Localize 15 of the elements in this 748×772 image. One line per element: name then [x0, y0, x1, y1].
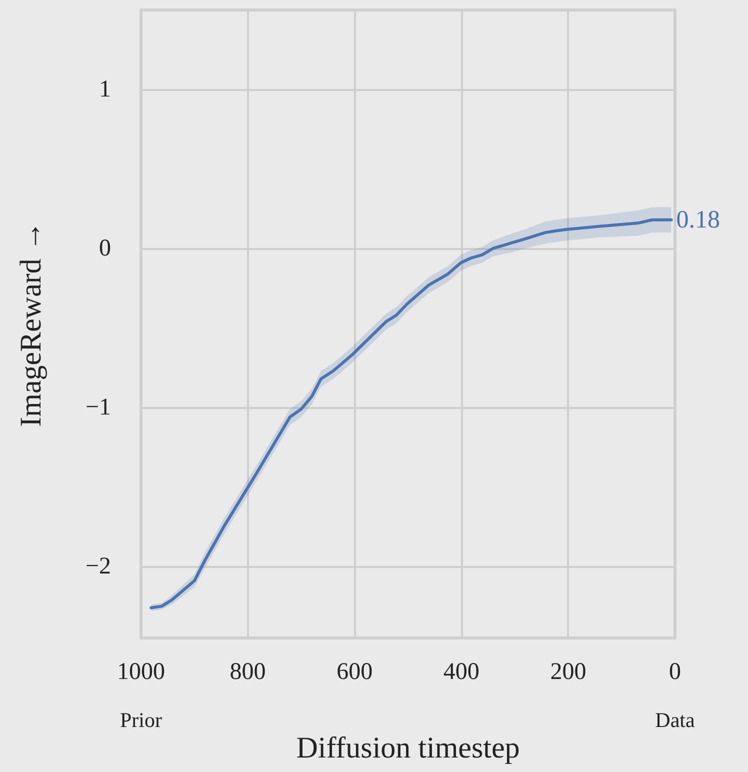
y-tick-label: −1	[85, 394, 111, 420]
x-tick-label: 400	[443, 659, 480, 685]
y-axis-title: ImageReward →	[14, 221, 48, 427]
x-tick-label: 0	[669, 659, 681, 685]
data-label: 0.18	[676, 206, 720, 234]
x-axis-title: Diffusion timestep	[296, 732, 520, 764]
y-tick-label: −2	[85, 553, 111, 580]
x-tick-label: 200	[550, 659, 586, 685]
y-tick-label: 1	[99, 76, 111, 102]
x-tick-label: 800	[230, 659, 266, 685]
x-tick-label: 1000	[117, 659, 165, 685]
text: Prior	[120, 708, 162, 732]
y-tick-label: 0	[99, 235, 111, 262]
text: Data	[655, 708, 696, 732]
x-tick-label: 600	[336, 659, 373, 685]
